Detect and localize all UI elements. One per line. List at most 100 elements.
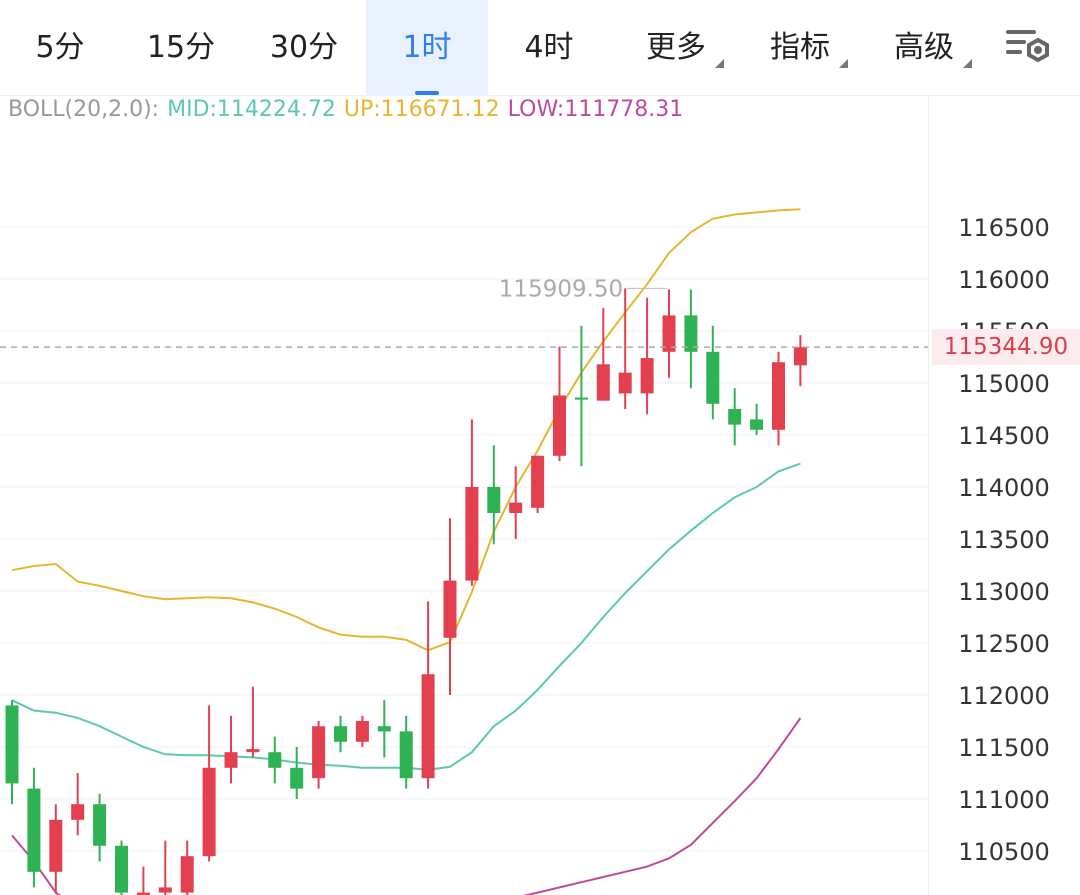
candle-body <box>793 347 807 366</box>
bullish-candle <box>618 288 632 409</box>
y-tick-label: 111000 <box>958 786 1050 814</box>
tab-label: 5分 <box>35 30 85 65</box>
tab-1hour[interactable]: 1时 <box>366 0 488 95</box>
max-annotation-label: 115909.50 <box>499 276 623 302</box>
candle-body <box>377 726 391 732</box>
tab-4hour[interactable]: 4时 <box>488 0 610 95</box>
bearish-candle <box>268 736 282 784</box>
chart-settings-icon[interactable] <box>1000 24 1056 70</box>
candle-body <box>27 788 41 872</box>
candle-body <box>662 315 676 352</box>
tab-label: 4时 <box>524 30 574 65</box>
tab-label: 1时 <box>402 30 452 65</box>
bullish-candle <box>49 804 63 893</box>
bullish-candle <box>355 715 369 747</box>
boll-up-value: UP:116671.12 <box>343 97 500 122</box>
bearish-candle <box>750 403 764 435</box>
y-tick-label: 113000 <box>958 578 1050 606</box>
candle-body <box>334 726 347 742</box>
bullish-candle <box>509 466 523 539</box>
boll-low-value: LOW:111778.31 <box>507 97 684 122</box>
bullish-candle <box>202 705 216 862</box>
tab-label: 15分 <box>146 30 216 65</box>
current-price-tag: 115344.90 <box>932 329 1080 365</box>
bullish-candle <box>421 601 435 789</box>
y-tick-label: 113500 <box>958 526 1050 554</box>
bearish-candle <box>377 700 391 758</box>
bearish-candle <box>27 767 41 888</box>
candle-body <box>509 502 523 513</box>
candle-body <box>684 315 698 352</box>
candle-body <box>49 819 63 872</box>
boll-prefix: BOLL(20,2.0): <box>8 97 160 122</box>
candle-body <box>5 705 19 784</box>
dropdown-caret-icon <box>839 59 848 68</box>
candle-body <box>574 397 588 400</box>
candle-body <box>706 351 720 404</box>
candle-body <box>728 409 742 425</box>
candle-body <box>268 752 282 768</box>
tab-indicators[interactable]: 指标 <box>750 0 850 95</box>
candle-body <box>246 749 260 753</box>
tab-5min[interactable]: 5分 <box>0 0 120 95</box>
bullish-candle <box>443 518 457 695</box>
bullish-candle <box>246 686 260 758</box>
candle-body <box>180 856 194 893</box>
bullish-candle <box>71 773 85 836</box>
dropdown-caret-icon <box>963 59 972 68</box>
tab-label: 30分 <box>269 30 339 65</box>
tab-15min[interactable]: 15分 <box>120 0 242 95</box>
bearish-candle <box>5 700 19 805</box>
plot-area <box>5 208 807 895</box>
bearish-candle <box>728 388 742 446</box>
candle-body <box>158 887 172 893</box>
dropdown-caret-icon <box>715 59 724 68</box>
candle-body <box>202 767 216 857</box>
tab-label: 指标 <box>770 30 830 65</box>
bullish-candle <box>793 335 807 387</box>
y-tick-label: 112000 <box>958 682 1050 710</box>
candle-body <box>750 419 764 430</box>
boll-upper-line <box>11 208 801 652</box>
bearish-candle <box>334 715 347 753</box>
candle-body <box>487 487 501 513</box>
candle-body <box>421 674 435 779</box>
bullish-candle <box>772 351 785 446</box>
candle-body <box>399 731 413 779</box>
bearish-candle <box>93 793 107 862</box>
bullish-candle <box>224 715 238 784</box>
candle-body <box>290 767 304 789</box>
bullish-candle <box>662 289 676 378</box>
bullish-candle <box>180 840 194 895</box>
tab-more[interactable]: 更多 <box>626 0 726 95</box>
bullish-candle <box>465 419 479 586</box>
candle-body <box>772 362 785 430</box>
y-tick-label: 114000 <box>958 474 1050 502</box>
y-tick-label: 111500 <box>958 734 1050 762</box>
candle-body <box>531 455 545 508</box>
y-tick-label: 116500 <box>958 214 1050 242</box>
grid-lines <box>0 226 928 852</box>
tab-label: 高级 <box>894 30 954 65</box>
tab-30min[interactable]: 30分 <box>242 0 366 95</box>
tab-label: 更多 <box>646 30 706 65</box>
candle-body <box>71 804 85 820</box>
bullish-candle <box>136 866 150 895</box>
bearish-candle <box>399 715 413 789</box>
candle-body <box>553 395 566 456</box>
price-axis-divider <box>928 96 929 895</box>
bullish-candle <box>158 840 172 895</box>
candle-body <box>443 580 457 638</box>
y-tick-label: 110500 <box>958 838 1050 866</box>
bearish-candle <box>115 840 128 895</box>
y-tick-label: 112500 <box>958 630 1050 658</box>
bearish-candle <box>684 289 698 389</box>
bullish-candle <box>312 721 326 789</box>
tab-advanced[interactable]: 高级 <box>874 0 974 95</box>
bullish-candle <box>531 455 545 513</box>
bullish-candle <box>596 308 610 401</box>
candle-body <box>640 358 654 394</box>
y-tick-label: 115000 <box>958 370 1050 398</box>
candle-body <box>596 364 610 401</box>
